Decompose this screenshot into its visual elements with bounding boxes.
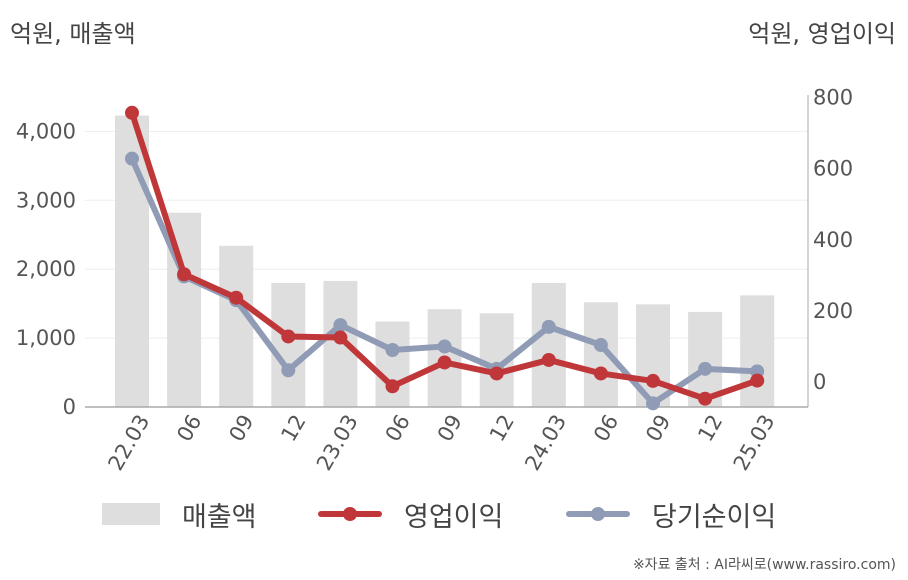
left-axis-unit-label: 억원, 매출액 [10,20,136,48]
net-income-point [333,318,348,333]
x-tick-label: 25.03 [729,411,780,475]
operating-profit-point [177,267,192,282]
net-income-point [698,361,713,376]
right-tick-label: 400 [813,228,853,252]
data-source-note: ※자료 출처 : AI라씨로(www.rassiro.com) [632,557,896,573]
x-tick-label: 23.03 [312,411,363,475]
x-tick-label: 09 [433,411,467,446]
x-tick-label: 06 [589,411,623,446]
operating-profit-point [541,352,556,367]
operating-profit-point [698,391,713,406]
right-axis-unit-label: 억원, 영업이익 [748,20,896,48]
x-tick-label: 22.03 [103,411,154,475]
x-tick-label: 12 [693,411,727,446]
operating-profit-point [489,366,504,381]
legend-label-operating-profit: 영업이익 [404,501,504,533]
operating-profit-point [125,105,139,120]
net-income-point [385,342,400,357]
legend-item-revenue: 매출액 [102,492,257,536]
net-income-point [125,151,139,166]
revenue-bar [271,282,306,407]
net-income-point [593,338,608,353]
combo-chart: 0 1,000 2,000 3,000 4,000 0 200 400 600 800 22.03 0… [16,86,853,475]
revenue-bar [219,245,254,407]
revenue-bar [531,282,566,407]
legend-label-net-income: 당기순이익 [652,501,777,533]
operating-profit-point [281,329,296,344]
revenue-bar [688,311,723,407]
right-tick-label: 800 [813,86,853,110]
legend-item-net-income: 당기순이익 [566,492,776,536]
left-tick-label: 3,000 [16,188,76,212]
left-tick-label: 1,000 [16,326,76,350]
revenue-bar [740,295,775,407]
legend-swatch-operating-profit [318,503,382,525]
legend-swatch-revenue [102,503,160,525]
right-tick-label: 200 [813,299,853,323]
left-tick-label: 2,000 [16,257,76,281]
x-tick-label: 24.03 [520,411,571,475]
left-tick-label: 0 [63,395,76,419]
operating-profit-point [333,330,348,345]
legend-item-operating-profit: 영업이익 [318,492,503,536]
x-tick-label: 09 [224,411,258,446]
operating-profit-point [229,290,244,305]
revenue-bar [375,321,410,407]
legend-swatch-net-income [566,503,630,525]
x-tick-label: 12 [485,411,519,446]
net-income-point [437,339,452,354]
x-tick-label: 09 [641,411,675,446]
x-tick-label: 12 [276,411,310,446]
operating-profit-point [646,373,660,388]
right-tick-label: 600 [813,157,853,181]
operating-profit-point [750,373,765,388]
left-tick-label: 4,000 [16,119,76,143]
x-tick-label: 06 [381,411,415,446]
operating-profit-point [437,355,452,370]
net-income-point [541,319,556,334]
x-tick-label: 06 [172,411,206,446]
net-income-point [281,363,296,378]
operating-profit-point [385,379,400,394]
chart-legend: 매출액 영업이익 당기순이익 [0,492,908,536]
net-income-point [646,396,660,411]
operating-profit-point [593,366,608,381]
legend-label-revenue: 매출액 [182,501,257,533]
right-tick-label: 0 [813,370,826,394]
